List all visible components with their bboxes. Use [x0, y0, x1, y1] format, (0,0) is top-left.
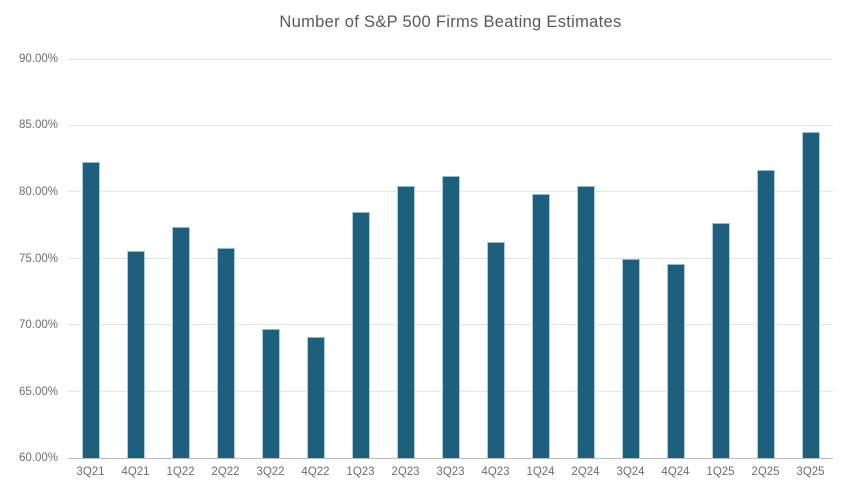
bar-cell — [113, 59, 158, 458]
bar-cell — [158, 59, 203, 458]
bar-cell — [383, 59, 428, 458]
bar-cell — [68, 59, 113, 458]
bar-4Q23 — [486, 241, 505, 458]
y-tick-label: 80.00% — [18, 185, 58, 198]
x-tick-label: 2Q25 — [751, 466, 780, 478]
x-tick-label: 3Q21 — [76, 466, 105, 478]
bar-4Q21 — [126, 250, 145, 458]
bar-cell — [473, 59, 518, 458]
bar-1Q22 — [171, 226, 190, 458]
bar-2Q23 — [396, 185, 415, 458]
x-tick-label: 2Q22 — [211, 466, 240, 478]
chart-title: Number of S&P 500 Firms Beating Estimate… — [279, 13, 622, 31]
y-axis-labels: 60.00% 65.00% 70.00% 75.00% 80.00% 85.00% 90.0… — [0, 53, 58, 464]
gridline — [68, 124, 833, 126]
bar-cell — [653, 59, 698, 458]
y-tick-label: 65.00% — [18, 385, 58, 398]
x-tick-label: 4Q22 — [301, 466, 330, 478]
bar-3Q21 — [81, 161, 100, 458]
bar-2Q24 — [576, 185, 595, 458]
x-tick-label: 4Q21 — [121, 466, 150, 478]
bar-4Q24 — [666, 264, 685, 458]
bar-cell — [788, 59, 833, 458]
y-tick-label: 70.00% — [18, 318, 58, 331]
x-axis-labels: 3Q21 4Q21 1Q22 2Q22 3Q22 4Q22 1Q23 2Q23 3Q23 4Q23… — [68, 466, 833, 478]
x-tick-label: 1Q23 — [346, 466, 375, 478]
bar-2Q22 — [216, 248, 235, 458]
y-tick-label: 85.00% — [18, 119, 58, 132]
bar-3Q23 — [441, 176, 460, 458]
bar-cell — [563, 59, 608, 458]
bar-cell — [698, 59, 743, 458]
gridline — [68, 457, 833, 459]
x-tick-label: 3Q25 — [796, 466, 825, 478]
bar-1Q24 — [531, 193, 550, 458]
x-tick-label: 3Q24 — [616, 466, 645, 478]
gridline — [68, 58, 833, 60]
bar-cell — [293, 59, 338, 458]
bar-2Q25 — [756, 169, 775, 458]
plot-area — [68, 58, 833, 459]
bar-cell — [203, 59, 248, 458]
bar-cell — [428, 59, 473, 458]
x-tick-label: 1Q25 — [706, 466, 735, 478]
bar-1Q23 — [351, 212, 370, 458]
x-tick-label: 4Q23 — [481, 466, 510, 478]
bar-cell — [518, 59, 563, 458]
y-tick-label: 90.00% — [18, 53, 58, 65]
bar-cell — [743, 59, 788, 458]
x-tick-label: 2Q23 — [391, 466, 420, 478]
bar-3Q24 — [621, 258, 640, 458]
bar-3Q25 — [801, 132, 820, 458]
bar-series — [68, 59, 833, 458]
x-tick-label: 1Q22 — [166, 466, 195, 478]
bar-4Q22 — [306, 337, 325, 458]
x-tick-label: 2Q24 — [571, 466, 600, 478]
bar-cell — [338, 59, 383, 458]
bar-cell — [248, 59, 293, 458]
x-tick-label: 3Q23 — [436, 466, 465, 478]
bar-1Q25 — [711, 222, 730, 458]
x-tick-label: 3Q22 — [256, 466, 285, 478]
y-tick-label: 60.00% — [18, 452, 58, 464]
bar-cell — [608, 59, 653, 458]
bar-3Q22 — [261, 329, 280, 458]
y-tick-label: 75.00% — [18, 252, 58, 265]
x-tick-label: 4Q24 — [661, 466, 690, 478]
x-tick-label: 1Q24 — [526, 466, 555, 478]
